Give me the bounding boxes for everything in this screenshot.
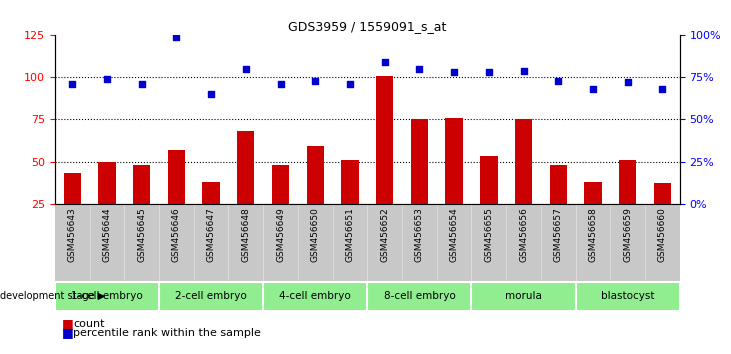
Text: GSM456649: GSM456649 [276,207,285,262]
Text: ■: ■ [62,326,74,339]
Text: GSM456659: GSM456659 [624,207,632,262]
Text: blastocyst: blastocyst [601,291,654,302]
Text: count: count [73,319,105,329]
Bar [411,119,428,246]
Point [414,66,425,72]
Text: percentile rank within the sample: percentile rank within the sample [73,328,261,338]
Text: GSM456658: GSM456658 [588,207,597,262]
Bar [272,165,289,246]
Bar [445,118,463,246]
Bar [376,76,393,246]
Text: GSM456657: GSM456657 [554,207,563,262]
Text: GSM456656: GSM456656 [519,207,528,262]
Bar [55,282,159,311]
Text: development stage ▶: development stage ▶ [0,291,105,302]
Text: GSM456660: GSM456660 [658,207,667,262]
Point [205,91,217,97]
Bar [619,160,637,246]
Point [587,86,599,92]
Text: morula: morula [505,291,542,302]
Bar [515,119,532,246]
Text: 4-cell embryo: 4-cell embryo [279,291,351,302]
Text: GSM456653: GSM456653 [415,207,424,262]
Point [448,69,460,75]
Bar [263,282,367,311]
Bar [550,165,567,246]
Bar [575,282,680,311]
Text: GSM456651: GSM456651 [346,207,355,262]
Bar [167,150,185,246]
Bar [98,161,115,246]
Text: GSM456647: GSM456647 [207,207,216,262]
Point [136,81,148,87]
Bar [159,282,263,311]
Text: 1-cell embryo: 1-cell embryo [71,291,143,302]
Point [483,69,495,75]
Bar [654,183,671,246]
Text: GSM456652: GSM456652 [380,207,389,262]
Point [553,78,564,84]
Text: GSM456650: GSM456650 [311,207,319,262]
Point [379,59,390,65]
Text: GSM456648: GSM456648 [241,207,250,262]
Point [240,66,251,72]
Point [67,81,78,87]
Text: ■: ■ [62,318,74,330]
Point [170,34,182,40]
Bar [306,146,324,246]
Point [309,78,321,84]
Point [101,76,113,82]
Bar [367,282,471,311]
Text: 8-cell embryo: 8-cell embryo [384,291,455,302]
Text: GSM456655: GSM456655 [485,207,493,262]
Text: GSM456644: GSM456644 [102,207,111,262]
Bar [341,160,359,246]
Bar [202,182,220,246]
Text: GSM456646: GSM456646 [172,207,181,262]
Bar [64,173,81,246]
Point [275,81,287,87]
Bar [471,282,575,311]
Point [518,68,529,74]
Point [622,80,634,85]
Bar [480,156,498,246]
Bar [133,165,151,246]
Bar [237,131,254,246]
Text: GSM456645: GSM456645 [137,207,146,262]
Text: 2-cell embryo: 2-cell embryo [175,291,247,302]
Text: GSM456643: GSM456643 [68,207,77,262]
Point [656,86,668,92]
Point [344,81,356,87]
Title: GDS3959 / 1559091_s_at: GDS3959 / 1559091_s_at [288,20,447,33]
Bar [584,182,602,246]
Text: GSM456654: GSM456654 [450,207,458,262]
